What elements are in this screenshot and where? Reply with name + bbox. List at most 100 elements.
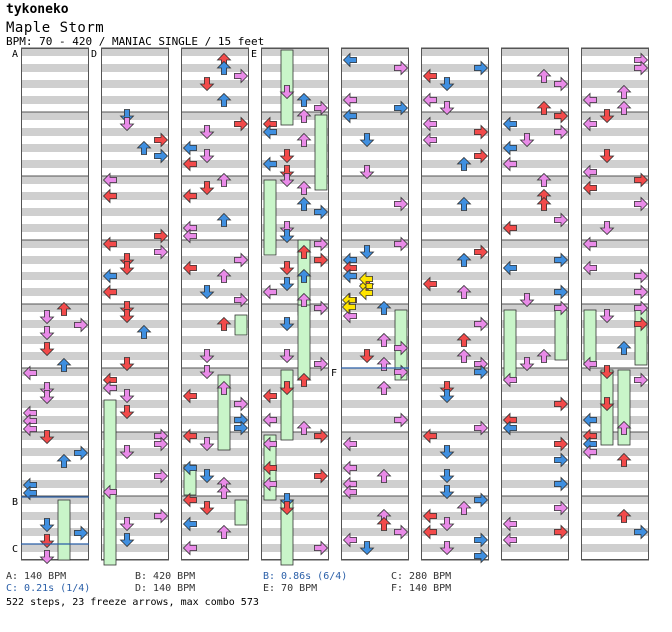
- step-arrow: [634, 196, 649, 212]
- step-arrow: [182, 156, 197, 172]
- step-arrow: [199, 501, 215, 516]
- step-arrow: [314, 252, 329, 268]
- step-arrow: [119, 445, 135, 460]
- step-arrow: [456, 284, 472, 299]
- step-arrow: [182, 540, 197, 556]
- step-arrow: [314, 236, 329, 252]
- step-arrow: [422, 68, 437, 84]
- step-arrow: [616, 420, 632, 435]
- step-arrow: [119, 261, 135, 276]
- step-arrow: [216, 484, 232, 499]
- step-arrow: [234, 68, 249, 84]
- step-arrow: [262, 124, 277, 140]
- step-arrow: [136, 140, 152, 155]
- step-arrow: [634, 524, 649, 540]
- step-arrow: [314, 428, 329, 444]
- measure-column: [421, 47, 489, 561]
- step-arrow: [519, 293, 535, 308]
- step-arrow: [359, 165, 375, 180]
- step-arrow: [119, 117, 135, 132]
- freeze-arrow: [234, 314, 248, 336]
- step-arrow: [358, 271, 373, 287]
- step-arrow: [502, 532, 517, 548]
- step-arrow: [358, 285, 373, 301]
- step-arrow: [199, 125, 215, 140]
- step-arrow: [154, 132, 169, 148]
- step-arrow: [599, 221, 615, 236]
- step-arrow: [182, 188, 197, 204]
- step-arrow: [456, 252, 472, 267]
- step-stats: 522 steps, 23 freeze arrows, max combo 5…: [6, 597, 259, 608]
- step-arrow: [376, 332, 392, 347]
- step-arrow: [182, 140, 197, 156]
- step-arrow: [341, 299, 356, 315]
- step-arrow: [502, 220, 517, 236]
- step-arrow: [154, 244, 169, 260]
- step-arrow: [439, 101, 455, 116]
- step-arrow: [439, 77, 455, 92]
- step-arrow: [394, 364, 409, 380]
- freeze-arrow: [234, 499, 248, 526]
- step-arrow: [199, 77, 215, 92]
- freeze-arrow: [263, 179, 277, 256]
- step-arrow: [519, 133, 535, 148]
- step-arrow: [279, 317, 295, 332]
- step-arrow: [199, 469, 215, 484]
- step-arrow: [216, 212, 232, 227]
- step-arrow: [74, 317, 89, 333]
- step-arrow: [102, 188, 117, 204]
- step-arrow: [279, 149, 295, 164]
- step-arrow: [119, 301, 135, 316]
- legend-c-bpm: C: 280 BPM: [391, 571, 452, 582]
- song-title: Maple Storm: [6, 20, 105, 36]
- legend-a-bpm: A: 140 BPM: [6, 571, 67, 582]
- step-arrow: [422, 276, 437, 292]
- step-arrow: [502, 420, 517, 436]
- step-arrow: [314, 540, 329, 556]
- step-arrow: [599, 365, 615, 380]
- step-arrow: [216, 60, 232, 75]
- step-arrow: [502, 372, 517, 388]
- step-arrow: [599, 309, 615, 324]
- step-arrow: [502, 140, 517, 156]
- step-arrow: [296, 108, 312, 123]
- step-arrow: [376, 300, 392, 315]
- step-arrow: [199, 437, 215, 452]
- step-arrow: [422, 132, 437, 148]
- step-arrow: [154, 228, 169, 244]
- step-arrow: [394, 196, 409, 212]
- step-arrow: [554, 476, 569, 492]
- step-arrow: [342, 92, 357, 108]
- step-arrow: [216, 316, 232, 331]
- measure-column: [101, 47, 169, 561]
- step-arrow: [154, 468, 169, 484]
- step-arrow: [136, 324, 152, 339]
- freeze-arrow: [583, 309, 597, 366]
- timing-marker-e: E: [251, 49, 257, 60]
- step-arrow: [342, 268, 357, 284]
- step-arrow: [359, 349, 375, 364]
- step-arrow: [502, 156, 517, 172]
- timing-marker-d: D: [91, 49, 97, 60]
- step-arrow: [154, 148, 169, 164]
- step-arrow: [456, 332, 472, 347]
- step-arrow: [394, 412, 409, 428]
- step-arrow: [119, 405, 135, 420]
- step-arrow: [536, 172, 552, 187]
- step-arrow: [182, 492, 197, 508]
- step-arrow: [394, 524, 409, 540]
- step-arrow: [296, 372, 312, 387]
- step-arrow: [474, 532, 489, 548]
- step-arrow: [554, 524, 569, 540]
- step-arrow: [634, 284, 649, 300]
- step-arrow: [359, 245, 375, 260]
- step-arrow: [39, 550, 55, 565]
- step-arrow: [279, 349, 295, 364]
- step-arrow: [502, 516, 517, 532]
- freeze-arrow: [554, 309, 568, 361]
- step-arrow: [262, 156, 277, 172]
- legend-c-stop: C: 0.21s (1/4): [6, 583, 91, 594]
- freeze-arrow: [103, 399, 117, 566]
- step-arrow: [216, 268, 232, 283]
- step-arrow: [119, 533, 135, 548]
